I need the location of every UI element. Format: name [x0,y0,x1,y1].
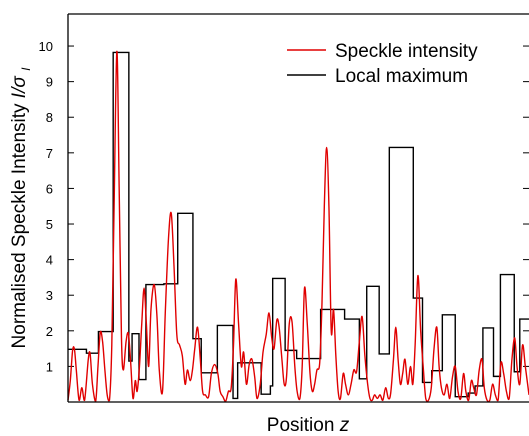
y-tick-label: 6 [46,181,53,196]
plot-area: 1 2 3 4 5 6 7 8 9 10 [39,13,529,403]
x-axis-label: Position [267,415,335,436]
y-tick-label: 5 [46,217,53,232]
series-layer [67,50,529,403]
y-tick-label: 7 [46,146,53,161]
x-axis-title: Position z [267,415,350,436]
series-line-local-maximum [68,51,529,400]
y-tick-label: 2 [46,324,53,339]
y-axis-label: Normalised Speckle Intensity [9,103,30,348]
x-axis-variable: z [339,415,350,436]
legend-label-speckle-intensity: Speckle intensity [335,41,478,62]
y-axis-variable: I/σ [9,75,30,99]
y-axis-subscript: I [19,67,33,71]
y-tick-label: 4 [46,253,53,268]
y-axis-ticks: 1 2 3 4 5 6 7 8 9 10 [39,39,529,374]
y-tick-label: 3 [46,288,53,303]
series-line-speckle-intensity [67,50,529,403]
legend-label-local-maximum: Local maximum [335,66,468,87]
y-axis-title: Normalised Speckle Intensity I/σ I [9,67,33,349]
y-tick-label: 1 [46,359,53,374]
y-tick-label: 8 [46,110,53,125]
legend: Speckle intensity Local maximum [287,41,478,87]
y-tick-label: 10 [39,39,53,54]
y-tick-label: 9 [46,75,53,90]
